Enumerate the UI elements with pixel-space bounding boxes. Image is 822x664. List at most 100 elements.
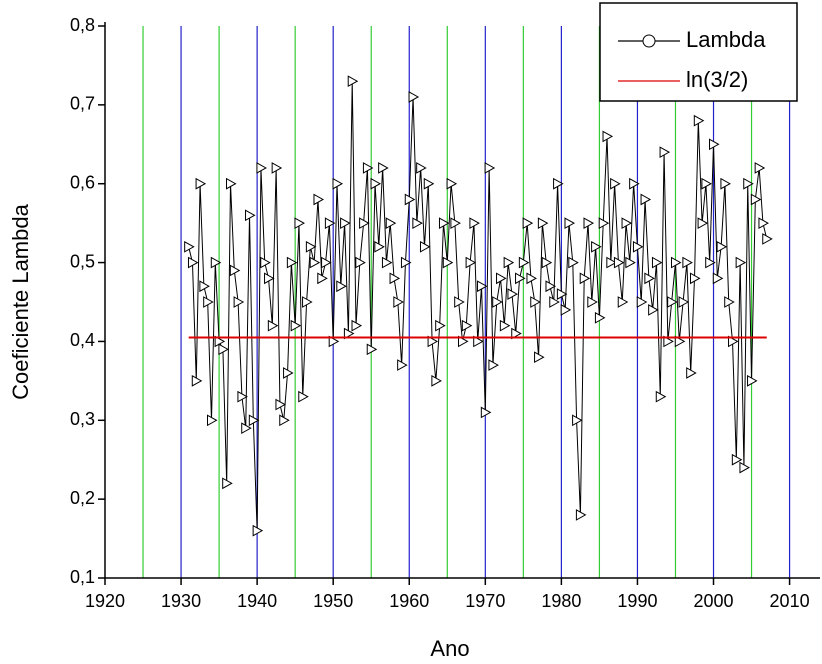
data-point xyxy=(712,272,724,285)
data-point xyxy=(248,414,260,427)
data-point xyxy=(389,272,401,285)
data-point xyxy=(245,209,256,222)
data-point xyxy=(283,367,294,379)
y-tick-label: 0,2 xyxy=(70,488,95,508)
x-tick-label: 1930 xyxy=(161,591,201,611)
data-point xyxy=(458,335,469,348)
data-point xyxy=(328,335,340,348)
data-point xyxy=(264,272,275,285)
data-point xyxy=(693,114,705,127)
data-point xyxy=(670,256,682,269)
data-point xyxy=(636,296,648,308)
data-point xyxy=(617,296,629,308)
data-point xyxy=(697,217,709,229)
data-point xyxy=(606,256,617,269)
data-point xyxy=(701,177,712,190)
data-point xyxy=(648,304,659,316)
data-point xyxy=(579,272,591,285)
data-point xyxy=(705,256,716,269)
data-point xyxy=(587,296,598,308)
data-point xyxy=(621,217,633,229)
data-point xyxy=(355,256,366,269)
data-point xyxy=(431,375,442,387)
data-point xyxy=(206,414,218,427)
data-point xyxy=(412,217,423,229)
data-point xyxy=(568,256,579,269)
data-point xyxy=(229,264,241,277)
x-tick-label: 1950 xyxy=(313,591,353,611)
data-point xyxy=(674,335,686,348)
data-point xyxy=(218,343,229,356)
data-point xyxy=(438,217,450,229)
data-point xyxy=(678,296,690,308)
legend-box xyxy=(599,2,798,102)
data-point xyxy=(518,256,530,269)
data-point xyxy=(758,217,769,229)
data-point xyxy=(226,177,237,190)
data-point xyxy=(644,272,655,285)
data-point xyxy=(686,367,697,379)
data-point xyxy=(393,296,404,308)
legend-label: Lambda xyxy=(686,27,766,52)
legend-marker xyxy=(642,34,656,48)
data-point xyxy=(465,256,477,269)
data-point xyxy=(271,162,283,174)
data-point xyxy=(613,256,625,269)
data-point xyxy=(416,162,427,174)
data-point xyxy=(374,240,385,253)
data-point xyxy=(267,319,279,332)
data-point xyxy=(302,296,313,308)
y-tick-label: 0,3 xyxy=(70,409,95,429)
data-point xyxy=(385,217,397,229)
data-point xyxy=(442,256,454,269)
data-point xyxy=(324,217,336,229)
data-point xyxy=(731,453,743,466)
data-point xyxy=(651,256,663,269)
y-tick-label: 0,8 xyxy=(70,15,95,35)
y-tick-label: 0,6 xyxy=(70,172,95,192)
data-point xyxy=(286,256,298,269)
data-point xyxy=(511,327,522,340)
x-axis-label: Ano xyxy=(430,636,469,661)
data-point xyxy=(309,256,321,269)
data-point xyxy=(203,296,214,308)
data-point xyxy=(594,311,606,324)
data-point xyxy=(556,288,568,300)
x-tick-label: 1990 xyxy=(617,591,657,611)
data-point xyxy=(199,280,210,293)
data-point xyxy=(446,177,458,190)
data-point xyxy=(564,217,576,229)
data-point xyxy=(739,461,750,474)
data-point xyxy=(663,335,674,348)
data-point xyxy=(378,162,389,174)
y-tick-label: 0,7 xyxy=(70,94,95,114)
data-point xyxy=(473,335,484,348)
data-point xyxy=(496,272,507,285)
data-point xyxy=(545,280,557,293)
data-point xyxy=(716,240,728,253)
data-point xyxy=(530,296,541,308)
legend-label: ln(3/2) xyxy=(686,67,748,92)
data-point xyxy=(682,256,693,269)
data-point xyxy=(298,390,309,403)
data-point xyxy=(549,296,560,308)
data-point xyxy=(724,296,735,308)
data-point xyxy=(423,177,435,190)
data-point xyxy=(488,359,499,371)
data-point xyxy=(381,256,393,269)
data-point xyxy=(553,177,564,190)
data-point xyxy=(294,217,305,229)
data-point xyxy=(526,272,537,285)
data-point xyxy=(419,240,431,253)
data-point xyxy=(317,272,328,285)
data-point xyxy=(747,375,758,387)
data-point xyxy=(499,319,511,332)
data-point xyxy=(477,280,488,293)
data-point xyxy=(336,280,347,293)
data-point xyxy=(575,509,587,521)
data-point xyxy=(450,217,461,229)
data-point xyxy=(484,162,496,174)
data-point xyxy=(397,359,408,371)
data-point xyxy=(735,256,747,269)
